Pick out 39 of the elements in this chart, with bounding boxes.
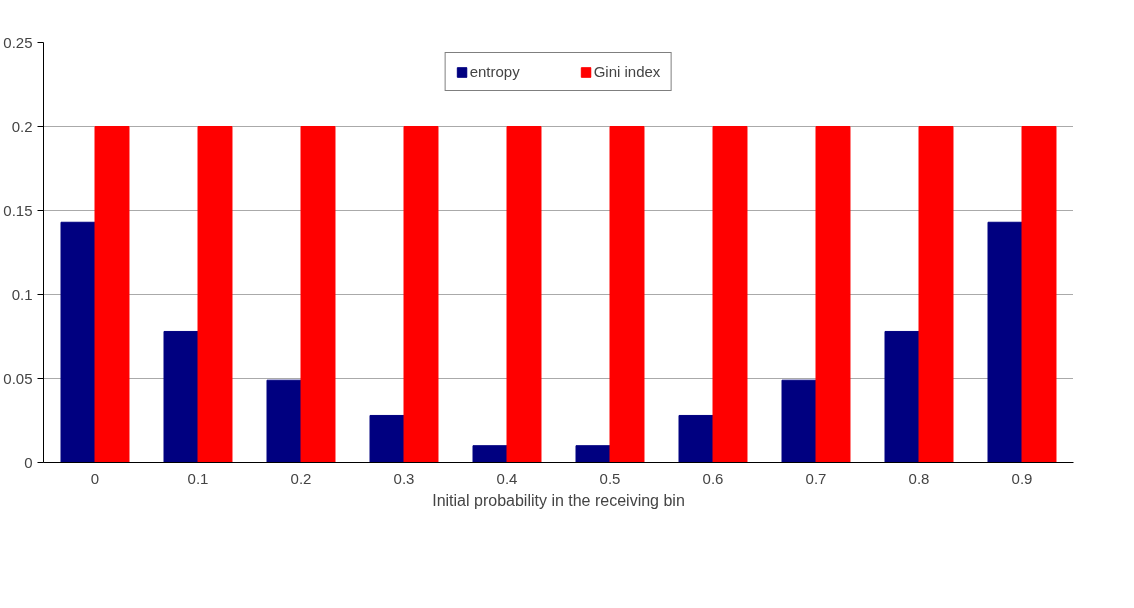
bar	[163, 330, 199, 463]
x-tick-label: 0.4	[496, 469, 518, 487]
bar	[369, 414, 405, 463]
x-axis-title: Initial probability in the receiving bin	[432, 491, 685, 509]
legend-label: Gini index	[593, 63, 661, 80]
x-tick-label: 0.1	[187, 469, 209, 487]
bar	[506, 126, 542, 463]
y-tick-label: 0.25	[3, 33, 33, 51]
bar	[94, 126, 130, 463]
x-tick-label: 0.9	[1011, 469, 1033, 487]
bar	[918, 126, 954, 463]
x-tick-label: 0	[90, 469, 100, 487]
x-tick-label: 0.8	[908, 469, 930, 487]
x-tick-label: 0.7	[805, 469, 827, 487]
y-tick-label: 0.05	[3, 369, 33, 387]
bar	[678, 414, 714, 463]
bar	[609, 126, 645, 463]
y-tick-label: 0.15	[3, 201, 33, 219]
bar	[403, 126, 439, 463]
bar	[815, 126, 851, 463]
bar	[712, 126, 748, 463]
bar	[884, 330, 920, 463]
x-tick-label: 0.5	[599, 469, 621, 487]
bar	[300, 126, 336, 463]
bar	[266, 379, 302, 463]
bar	[1021, 126, 1057, 463]
bar	[472, 445, 508, 463]
bar	[575, 445, 611, 463]
y-tick-label: 0.1	[11, 285, 33, 303]
x-tick-label: 0.3	[393, 469, 415, 487]
x-tick-label: 0.2	[290, 469, 312, 487]
bar	[781, 379, 817, 463]
y-tick-label: 0.2	[11, 117, 33, 135]
bar	[60, 221, 96, 463]
bar	[987, 221, 1023, 463]
y-tick-label: 0	[24, 453, 33, 471]
x-tick-label: 0.6	[702, 469, 724, 487]
bar	[197, 126, 233, 463]
legend-label: entropy	[469, 63, 520, 80]
